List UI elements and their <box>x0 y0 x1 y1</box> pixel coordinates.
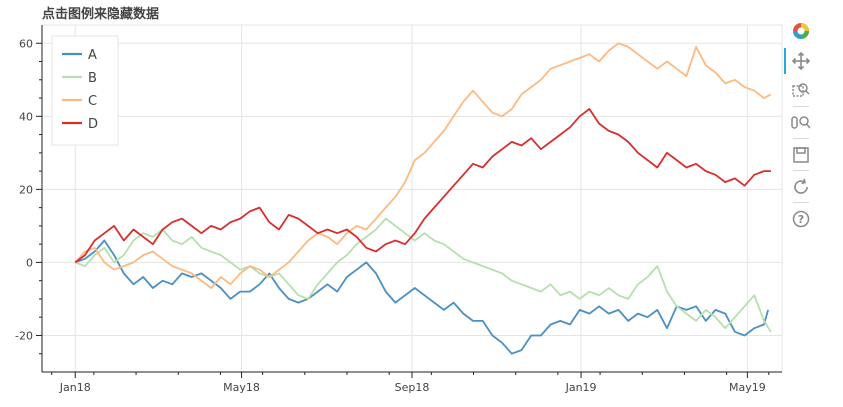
x-tick-label: May19 <box>729 381 766 394</box>
bokeh-logo-icon[interactable] <box>790 20 812 42</box>
wheel-zoom-icon[interactable] <box>790 112 812 134</box>
legend-label: A <box>88 48 97 63</box>
pan-icon[interactable] <box>790 50 812 72</box>
active-tool-indicator <box>784 48 786 74</box>
help-icon[interactable]: ? <box>790 208 812 230</box>
legend-label: D <box>88 117 98 132</box>
toolbar-divider <box>793 106 809 107</box>
series-line-a <box>74 239 769 355</box>
x-tick-label: Jan18 <box>59 381 91 394</box>
toolbar: ? <box>784 18 818 248</box>
reset-icon[interactable] <box>790 176 812 198</box>
x-tick-label: Jan19 <box>565 381 597 394</box>
x-tick-label: May18 <box>223 381 260 394</box>
toolbar-divider <box>793 170 809 171</box>
series-line-b <box>74 217 772 333</box>
legend-label: C <box>88 94 97 109</box>
legend-label: B <box>88 71 97 86</box>
series-line-d <box>74 108 771 264</box>
y-tick-label: 20 <box>19 183 33 196</box>
chart-title: 点击图例来隐藏数据 <box>42 6 159 22</box>
axes: 60 40 20 0 -20 Jan18 May18 Sep18 Jan19 May19 <box>15 25 782 394</box>
toolbar-divider <box>793 202 809 203</box>
legend-item-c[interactable]: C <box>62 94 97 109</box>
toolbar-divider <box>793 138 809 139</box>
series-group <box>74 42 772 355</box>
legend-box <box>51 35 119 146</box>
box-zoom-icon[interactable] <box>790 80 812 102</box>
svg-text:?: ? <box>798 213 804 226</box>
legend-item-b[interactable]: B <box>62 71 97 86</box>
y-tick-label: 60 <box>19 37 33 50</box>
legend-item-a[interactable]: A <box>62 48 97 63</box>
x-tick-label: Sep18 <box>395 381 430 394</box>
series-line-c <box>74 42 772 289</box>
grid <box>42 25 782 372</box>
save-icon[interactable] <box>790 144 812 166</box>
y-tick-label: 0 <box>26 256 33 269</box>
y-tick-label: 40 <box>19 110 33 123</box>
y-tick-label: -20 <box>15 329 33 342</box>
legend-item-d[interactable]: D <box>62 117 98 132</box>
